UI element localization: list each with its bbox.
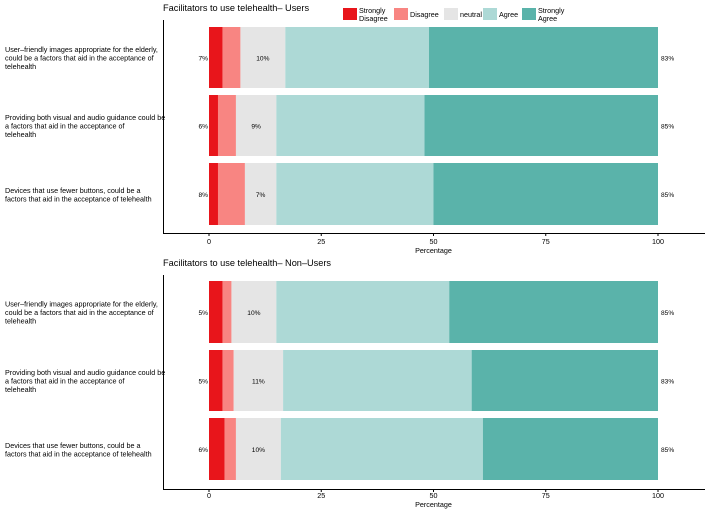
bar-segment-strongly-agree — [471, 350, 658, 411]
bar-segment-neutral — [233, 350, 284, 411]
x-axis-label: Percentage — [415, 500, 452, 509]
bar-segment-strongly-disagree — [209, 95, 218, 156]
legend-label-4: Strongly — [538, 6, 565, 15]
data-label-left: 7% — [198, 56, 208, 63]
bar-segment-agree — [276, 163, 434, 225]
bar-segment-strongly-agree — [433, 163, 658, 225]
data-label-left: 5% — [198, 310, 208, 317]
bar-segment-strongly-disagree — [209, 281, 223, 343]
x-tick-label: 0 — [207, 491, 211, 500]
legend-label-0: Disagree — [359, 14, 388, 23]
data-label-center: 11% — [252, 379, 265, 386]
bar-segment-disagree — [217, 95, 236, 156]
bar-segment-neutral — [244, 163, 277, 225]
data-label-right: 85% — [661, 192, 674, 199]
x-tick-label: 75 — [542, 237, 550, 246]
data-label-right: 85% — [661, 447, 674, 454]
data-label-right: 83% — [661, 379, 674, 386]
x-tick-label: 0 — [207, 237, 211, 246]
x-tick-label: 50 — [430, 491, 438, 500]
data-label-left: 6% — [198, 447, 208, 454]
chart-title: Facilitators to use telehealth– Non–User… — [163, 258, 331, 268]
category-label: telehealth — [5, 130, 36, 139]
bar-segment-disagree — [222, 27, 241, 88]
category-label: a factors that aid in the acceptance of — [5, 122, 124, 131]
bar-segment-strongly-agree — [424, 95, 658, 156]
data-label-center: 9% — [251, 124, 261, 131]
legend-label-2: neutral — [460, 10, 482, 19]
bar-segment-disagree — [224, 418, 236, 480]
chart-title: Facilitators to use telehealth– Users — [163, 3, 309, 13]
legend-swatch-4 — [522, 8, 536, 20]
bar-segment-agree — [280, 418, 483, 480]
legend-swatch-0 — [343, 8, 357, 20]
legend-label-0: Strongly — [359, 6, 386, 15]
category-label: Devices that use fewer buttons, could be… — [5, 186, 140, 195]
bar-segment-strongly-agree — [429, 27, 658, 88]
category-label: Providing both visual and audio guidance… — [5, 113, 165, 122]
legend-swatch-1 — [394, 8, 408, 20]
category-label: factors that aid in the acceptance of te… — [5, 449, 152, 458]
bar-segment-strongly-disagree — [209, 163, 218, 225]
legend-swatch-2 — [444, 8, 458, 20]
x-axis-label: Percentage — [415, 246, 452, 255]
x-tick-label: 25 — [317, 491, 325, 500]
bar-segment-disagree — [222, 281, 232, 343]
data-label-left: 6% — [198, 124, 208, 131]
data-label-center: 7% — [256, 192, 266, 199]
category-label: could be a factors that aid in the accep… — [5, 54, 154, 63]
data-label-left: 8% — [198, 192, 208, 199]
category-label: telehealth — [5, 62, 36, 71]
bar-segment-neutral — [235, 418, 281, 480]
x-tick-label: 100 — [652, 491, 664, 500]
x-tick-label: 75 — [542, 491, 550, 500]
category-label: factors that aid in the acceptance of te… — [5, 194, 152, 203]
category-label: User–friendly images appropriate for the… — [5, 300, 158, 309]
category-label: telehealth — [5, 385, 36, 394]
legend-swatch-3 — [483, 8, 497, 20]
chart-panel-1: Facilitators to use telehealth– Non–User… — [5, 258, 705, 509]
data-label-right: 85% — [661, 124, 674, 131]
data-label-center: 10% — [247, 310, 260, 317]
legend-label-3: Agree — [499, 10, 518, 19]
bar-segment-disagree — [222, 350, 234, 411]
bar-segment-agree — [285, 27, 430, 88]
bar-segment-agree — [276, 95, 425, 156]
bar-segment-strongly-disagree — [209, 350, 223, 411]
category-label: Devices that use fewer buttons, could be… — [5, 441, 140, 450]
chart-panel-0: Facilitators to use telehealth– Users Use… — [5, 3, 705, 255]
category-label: Providing both visual and audio guidance… — [5, 368, 165, 377]
bar-segment-neutral — [231, 281, 277, 343]
category-label: User–friendly images appropriate for the… — [5, 45, 158, 54]
category-label: telehealth — [5, 317, 36, 326]
bar-segment-agree — [283, 350, 472, 411]
bar-segment-neutral — [240, 27, 286, 88]
data-label-left: 5% — [198, 379, 208, 386]
category-label: a factors that aid in the acceptance of — [5, 377, 124, 386]
bar-segment-agree — [276, 281, 450, 343]
bar-segment-strongly-disagree — [209, 418, 225, 480]
legend-label-1: Disagree — [410, 10, 439, 19]
bar-segment-strongly-disagree — [209, 27, 223, 88]
data-label-center: 10% — [252, 447, 265, 454]
bar-segment-strongly-agree — [482, 418, 658, 480]
bar-segment-strongly-agree — [449, 281, 658, 343]
data-label-right: 85% — [661, 310, 674, 317]
category-label: could be a factors that aid in the accep… — [5, 308, 154, 317]
legend-label-4: Agree — [538, 14, 557, 23]
x-tick-label: 100 — [652, 237, 664, 246]
bar-segment-disagree — [217, 163, 245, 225]
x-tick-label: 25 — [317, 237, 325, 246]
x-tick-label: 50 — [430, 237, 438, 246]
data-label-center: 10% — [256, 56, 269, 63]
data-label-right: 83% — [661, 56, 674, 63]
bar-segment-neutral — [235, 95, 277, 156]
